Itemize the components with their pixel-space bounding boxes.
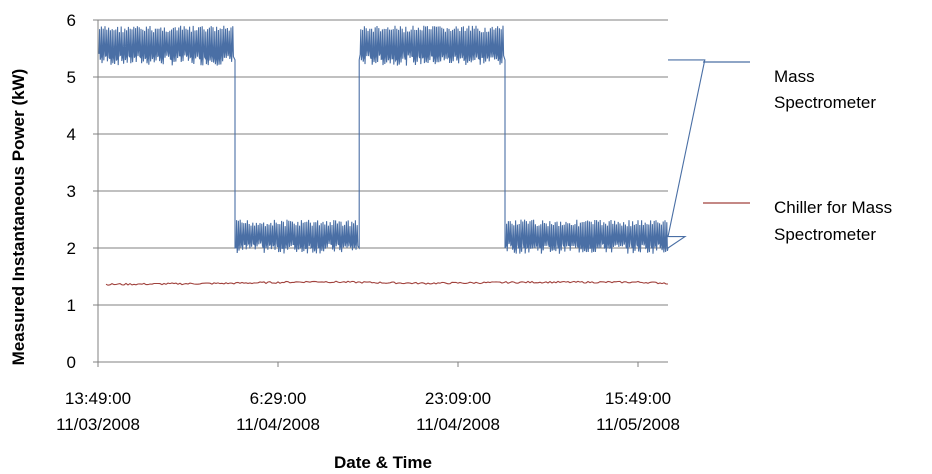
legend-label-mass-spectrometer-line1: Mass <box>774 67 815 86</box>
y-tick-label: 1 <box>67 296 76 315</box>
legend-label-chiller-line2: Spectrometer <box>774 225 876 244</box>
axes <box>93 19 668 367</box>
x-axis-title: Date & Time <box>334 453 432 472</box>
x-tick-label-date: 11/05/2008 <box>596 415 680 434</box>
x-tick-label-date: 11/04/2008 <box>416 415 500 434</box>
legend: Mass Spectrometer Chiller for Mass Spect… <box>703 61 892 244</box>
x-tick-label-time: 23:09:00 <box>425 389 491 408</box>
x-tick-label-date: 11/04/2008 <box>236 415 320 434</box>
y-tick-label: 2 <box>67 239 76 258</box>
x-tick-label-date: 11/03/2008 <box>56 415 140 434</box>
y-tick-label: 5 <box>67 68 76 87</box>
x-tick-label-time: 6:29:00 <box>250 389 307 408</box>
y-tick-label: 0 <box>67 353 76 372</box>
tick-labels: 0 1 2 3 4 5 6 13:49:00 11/03/2008 6:29:00 11/04/20… <box>56 11 680 434</box>
y-tick-label: 4 <box>67 125 76 144</box>
y-tick-label: 6 <box>67 11 76 30</box>
grid-lines <box>98 19 668 306</box>
x-tick-label-time: 15:49:00 <box>605 389 671 408</box>
series-line-chiller <box>105 280 669 286</box>
legend-label-chiller-line1: Chiller for Mass <box>774 198 892 217</box>
legend-label-mass-spectrometer-line2: Spectrometer <box>774 93 876 112</box>
x-tick-label-time: 13:49:00 <box>65 389 131 408</box>
series-lines <box>98 25 706 286</box>
y-tick-label: 3 <box>67 182 76 201</box>
series-line-mass-spectrometer <box>98 25 706 254</box>
y-axis-title: Measured Instantaneous Power (kW) <box>9 69 28 366</box>
